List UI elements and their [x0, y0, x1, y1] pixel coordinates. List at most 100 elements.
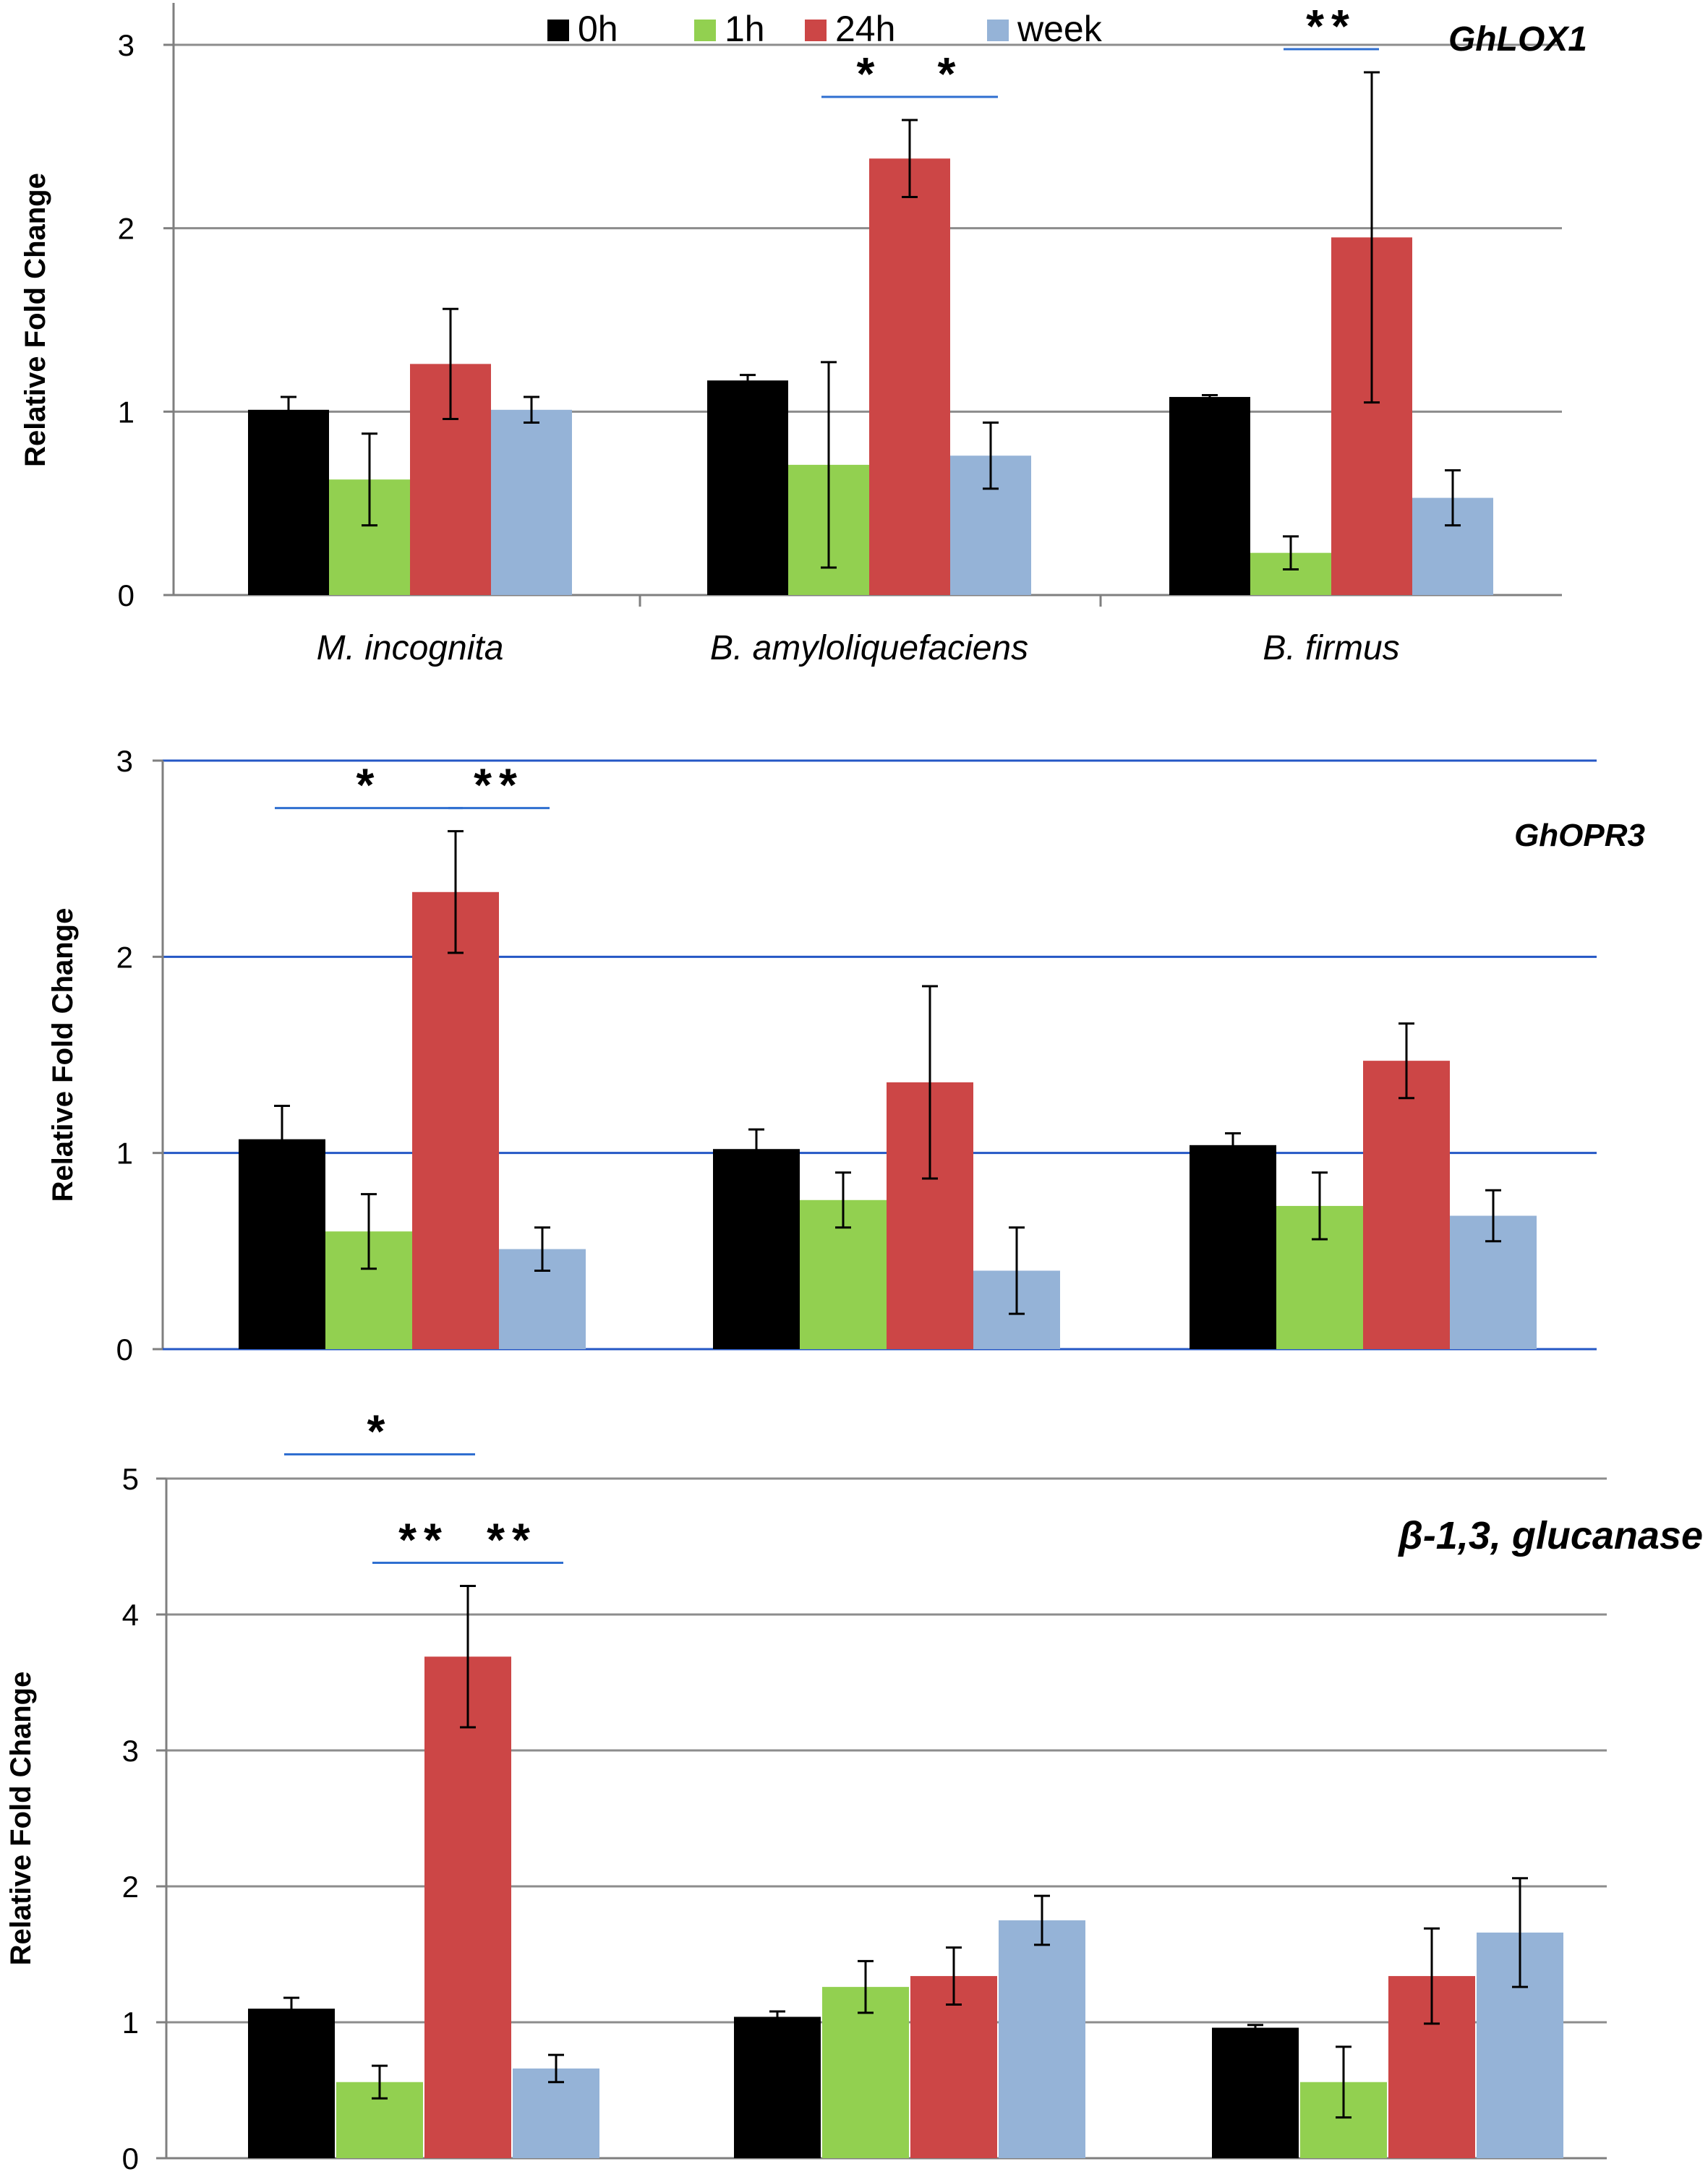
significance-label: ** — [1306, 0, 1357, 52]
error-bar — [1485, 1189, 1501, 1243]
significance-label: ** — [398, 1514, 449, 1566]
significance-label: * — [367, 1406, 393, 1458]
legend: 0h 1h 24h week — [547, 9, 1103, 49]
error-bar — [1445, 469, 1461, 527]
error-bar — [740, 374, 756, 388]
error-bar — [283, 1996, 299, 2021]
chart-panel: 0 1 2 3 Relative Fold Change GhLOX1 M. incogni… — [20, 0, 1587, 667]
error-bar — [534, 1226, 550, 1272]
bar — [1212, 2027, 1299, 2158]
error-bar — [1364, 71, 1380, 404]
bar — [248, 409, 329, 595]
error-bar — [1336, 2045, 1352, 2119]
y-tick-label: 4 — [122, 1598, 139, 1632]
y-axis: 0 1 2 3 — [116, 744, 163, 1366]
bar — [734, 2016, 821, 2158]
x-tick-label: B. amyloliquefaciens — [710, 629, 1028, 667]
y-tick-label: 1 — [122, 2006, 139, 2040]
legend-item: 0h — [547, 9, 618, 49]
significance-marker: * — [275, 759, 463, 811]
y-tick-label: 1 — [116, 1137, 133, 1171]
error-bar — [835, 1171, 851, 1229]
bar — [910, 1976, 997, 2158]
x-tick-label: M. incognita — [317, 629, 504, 667]
bar — [513, 2068, 599, 2158]
error-bar — [902, 119, 918, 199]
bar — [491, 409, 572, 595]
significance-marker: * — [284, 1406, 475, 1458]
significance-label: ** — [487, 1514, 537, 1566]
legend-item: 24h — [805, 9, 895, 49]
bar — [424, 1656, 511, 2158]
error-bar — [922, 985, 938, 1180]
error-bar — [1312, 1171, 1328, 1241]
significance-label: * — [356, 759, 382, 811]
bar — [412, 891, 499, 1349]
legend-item: week — [987, 9, 1103, 49]
error-bar — [524, 395, 539, 424]
significance-label: * — [857, 48, 882, 100]
significance-marker: * — [821, 48, 917, 100]
error-bar — [1247, 2024, 1263, 2032]
error-bar — [1034, 1894, 1050, 1946]
chart-title: GhOPR3 — [1514, 818, 1645, 853]
error-bar — [748, 1128, 764, 1170]
legend-label: week — [1017, 9, 1103, 49]
error-bar — [769, 2010, 785, 2024]
significance-marker: ** — [372, 1514, 475, 1566]
error-bar — [281, 395, 296, 424]
error-bar — [1225, 1132, 1241, 1158]
significance-label: * — [938, 48, 963, 100]
significance-marker: ** — [448, 759, 550, 811]
bar — [707, 380, 788, 595]
significance-marker: ** — [461, 1514, 563, 1566]
y-tick-label: 2 — [118, 212, 134, 246]
error-bar — [821, 361, 837, 569]
error-bar — [460, 1585, 476, 1729]
error-bar — [372, 2064, 388, 2100]
legend-swatch — [547, 20, 569, 41]
bar — [822, 1987, 909, 2158]
error-bar — [1202, 394, 1218, 401]
y-axis: 0 1 2 3 — [118, 28, 174, 612]
y-tick-label: 3 — [116, 744, 133, 778]
y-axis-label: Relative Fold Change — [5, 1672, 37, 1966]
error-bar — [274, 1105, 290, 1174]
chart-title: GhLOX1 — [1448, 20, 1587, 59]
y-tick-label: 3 — [122, 1734, 139, 1768]
bar — [713, 1149, 800, 1349]
y-tick-label: 5 — [122, 1462, 139, 1496]
bar — [1169, 397, 1250, 595]
y-axis-label: Relative Fold Change — [20, 173, 51, 467]
legend-item: 1h — [694, 9, 765, 49]
significance-marker: * — [902, 48, 998, 100]
y-tick-label: 2 — [122, 1870, 139, 1904]
bar — [1363, 1061, 1450, 1349]
y-tick-label: 0 — [116, 1333, 133, 1366]
bar — [248, 2009, 335, 2158]
error-bar — [1399, 1022, 1414, 1100]
error-bar — [946, 1946, 962, 2006]
x-tick-label: B. firmus — [1263, 629, 1399, 667]
error-bar — [1424, 1927, 1440, 2025]
legend-swatch — [987, 20, 1009, 41]
legend-swatch — [694, 20, 716, 41]
y-tick-label: 0 — [122, 2142, 139, 2176]
chart-title: β-1,3, glucanase — [1397, 1514, 1703, 1557]
error-bar — [1009, 1226, 1025, 1315]
significance-label: ** — [474, 759, 524, 811]
y-axis: 0 1 2 3 4 5 — [122, 1462, 166, 2176]
chart-panel: 0 1 2 3 4 5 Relative Fold Change β-1,3, glucana… — [5, 1406, 1703, 2176]
y-tick-label: 2 — [116, 940, 133, 974]
error-bar — [443, 307, 458, 420]
bar — [869, 158, 950, 596]
bar — [1190, 1145, 1276, 1349]
error-bar — [983, 422, 999, 490]
error-bar — [361, 1193, 377, 1270]
error-bar — [548, 2053, 564, 2084]
y-tick-label: 1 — [118, 395, 134, 429]
legend-label: 0h — [578, 9, 618, 49]
error-bar — [362, 432, 377, 527]
error-bar — [1283, 535, 1299, 570]
